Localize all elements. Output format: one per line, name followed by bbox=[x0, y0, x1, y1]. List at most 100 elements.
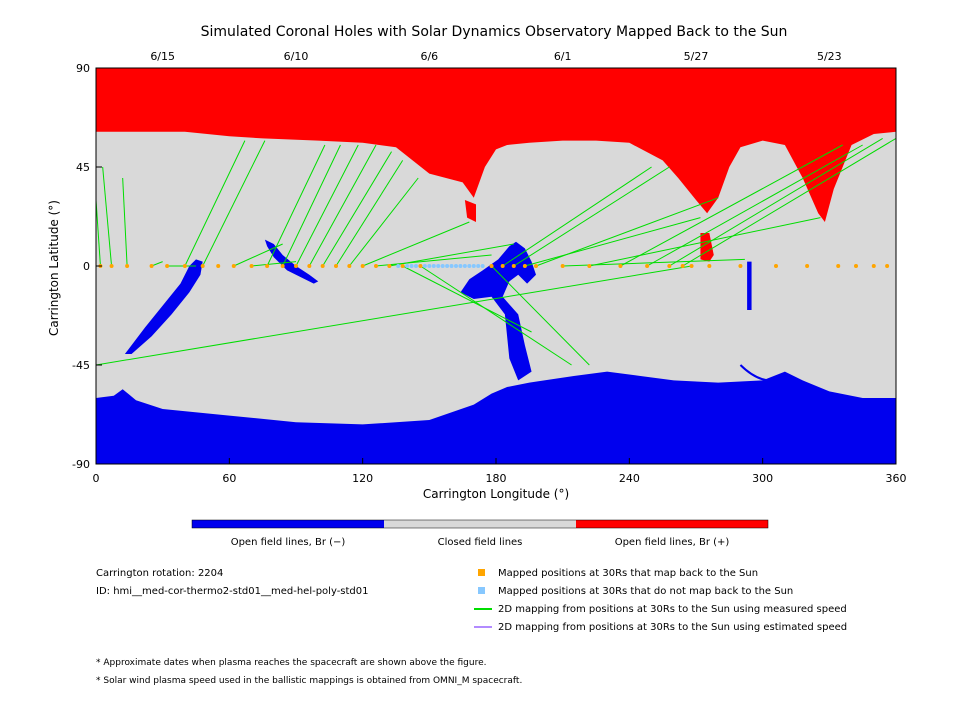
mapping-line bbox=[308, 144, 377, 267]
unmapped-point bbox=[445, 264, 450, 268]
coronal-hole-blob bbox=[747, 261, 752, 310]
mapping-line bbox=[491, 265, 590, 366]
id-text: ID: hmi__med-cor-thermo2-std01__med-hel-… bbox=[96, 586, 369, 597]
top-tick-label: 6/6 bbox=[420, 50, 438, 63]
y-tick-label: 0 bbox=[83, 260, 90, 273]
unmapped-point bbox=[454, 264, 458, 268]
mapped-point bbox=[667, 264, 672, 268]
coronal-hole-blob bbox=[264, 239, 319, 284]
mapped-point bbox=[645, 264, 650, 268]
mapping-line bbox=[362, 221, 470, 267]
mapped-point bbox=[885, 264, 890, 268]
x-tick-label: 240 bbox=[619, 472, 640, 485]
mapped-point bbox=[347, 264, 352, 268]
colorbar-label: Open field lines, Br (−) bbox=[231, 537, 346, 548]
unmapped-point bbox=[431, 264, 436, 268]
coronal-hole-blob bbox=[124, 259, 203, 354]
legend-label: Mapped positions at 30Rs that map back t… bbox=[498, 568, 758, 579]
mapped-point bbox=[360, 264, 365, 268]
mapped-point bbox=[560, 264, 565, 268]
mapped-point bbox=[534, 264, 538, 268]
mapped-point bbox=[182, 264, 187, 268]
rotation-text: Carrington rotation: 2204 bbox=[96, 568, 223, 579]
colorbar-segment bbox=[192, 520, 384, 528]
mapped-point bbox=[125, 264, 130, 268]
top-tick-label: 6/10 bbox=[284, 50, 309, 63]
legend-label: Mapped positions at 30Rs that do not map… bbox=[498, 586, 793, 597]
unmapped-point bbox=[414, 264, 418, 268]
mapping-line bbox=[184, 140, 246, 267]
mapping-line bbox=[251, 261, 297, 267]
mapped-point bbox=[149, 264, 154, 268]
x-axis-label: Carrington Longitude (°) bbox=[423, 487, 569, 501]
unmapped-point bbox=[427, 264, 432, 268]
coronal-hole-features bbox=[124, 200, 786, 382]
mapping-line bbox=[620, 144, 843, 267]
chart-title: Simulated Coronal Holes with Solar Dynam… bbox=[201, 24, 788, 40]
mapped-point bbox=[522, 264, 527, 268]
mapped-point bbox=[334, 264, 338, 268]
unmapped-point bbox=[467, 264, 472, 268]
mapping-lines bbox=[96, 137, 896, 366]
mapping-line bbox=[122, 177, 128, 267]
mapping-line bbox=[589, 217, 821, 267]
note-dates: * Approximate dates when plasma reaches … bbox=[96, 658, 487, 668]
mapping-line bbox=[335, 160, 404, 267]
mapping-line bbox=[535, 197, 719, 267]
mapping-line bbox=[513, 166, 670, 267]
x-tick-label: 300 bbox=[752, 472, 773, 485]
unmapped-point bbox=[471, 264, 476, 268]
mapped-point bbox=[836, 264, 841, 268]
colorbar: Open field lines, Br (−) Closed field lin… bbox=[191, 519, 769, 548]
mapped-point bbox=[587, 264, 592, 268]
mapping-line bbox=[669, 137, 883, 267]
top-tick-label: 5/27 bbox=[684, 50, 709, 63]
mapped-point bbox=[200, 264, 205, 268]
y-tick-label: -90 bbox=[72, 458, 90, 471]
mapped-point bbox=[231, 264, 236, 268]
unmapped-point bbox=[422, 264, 427, 268]
mapped-point bbox=[387, 264, 392, 268]
top-tick-label: 6/15 bbox=[150, 50, 175, 63]
x-axis: 0 60 120 180 240 300 360 bbox=[93, 458, 907, 485]
mapping-line bbox=[402, 265, 532, 333]
y-tick-label: 90 bbox=[76, 62, 90, 75]
mapped-point bbox=[280, 264, 285, 268]
mapping-line bbox=[266, 144, 326, 267]
unmapped-point bbox=[462, 264, 467, 268]
mapped-points bbox=[98, 264, 890, 268]
mapped-point bbox=[109, 264, 114, 268]
y-axis-label: Carrington Latitude (°) bbox=[47, 200, 61, 336]
mapped-point bbox=[511, 264, 516, 268]
map-area bbox=[96, 68, 896, 464]
mapped-point bbox=[265, 264, 270, 268]
mapped-point bbox=[689, 264, 694, 268]
mapping-line bbox=[420, 265, 572, 366]
unmapped-point bbox=[480, 264, 485, 268]
unmapped-point bbox=[409, 264, 414, 268]
note-speed: * Solar wind plasma speed used in the ba… bbox=[96, 676, 522, 686]
y-tick-label: 45 bbox=[76, 161, 90, 174]
mapped-point bbox=[418, 264, 423, 268]
mapped-point bbox=[400, 264, 405, 268]
unmapped-point bbox=[436, 264, 441, 268]
mapping-line bbox=[524, 217, 701, 267]
mapped-point bbox=[249, 264, 254, 268]
mapped-point bbox=[854, 264, 858, 268]
top-date-axis: 6/15 6/10 6/6 6/1 5/27 5/23 bbox=[150, 50, 842, 74]
mapped-point bbox=[165, 264, 170, 268]
colorbar-segment bbox=[384, 520, 576, 528]
mapped-point bbox=[707, 264, 712, 268]
mapped-point bbox=[307, 264, 312, 268]
colorbar-label: Open field lines, Br (+) bbox=[615, 537, 730, 548]
mapping-line bbox=[96, 265, 692, 366]
mapped-point bbox=[500, 264, 505, 268]
y-axis: 90 45 0 -45 -90 bbox=[72, 62, 102, 471]
mapped-point bbox=[805, 264, 810, 268]
mapped-point bbox=[489, 264, 494, 268]
mapped-point bbox=[216, 264, 221, 268]
x-tick-label: 0 bbox=[93, 472, 100, 485]
colorbar-frame bbox=[191, 519, 769, 529]
x-tick-label: 60 bbox=[222, 472, 236, 485]
